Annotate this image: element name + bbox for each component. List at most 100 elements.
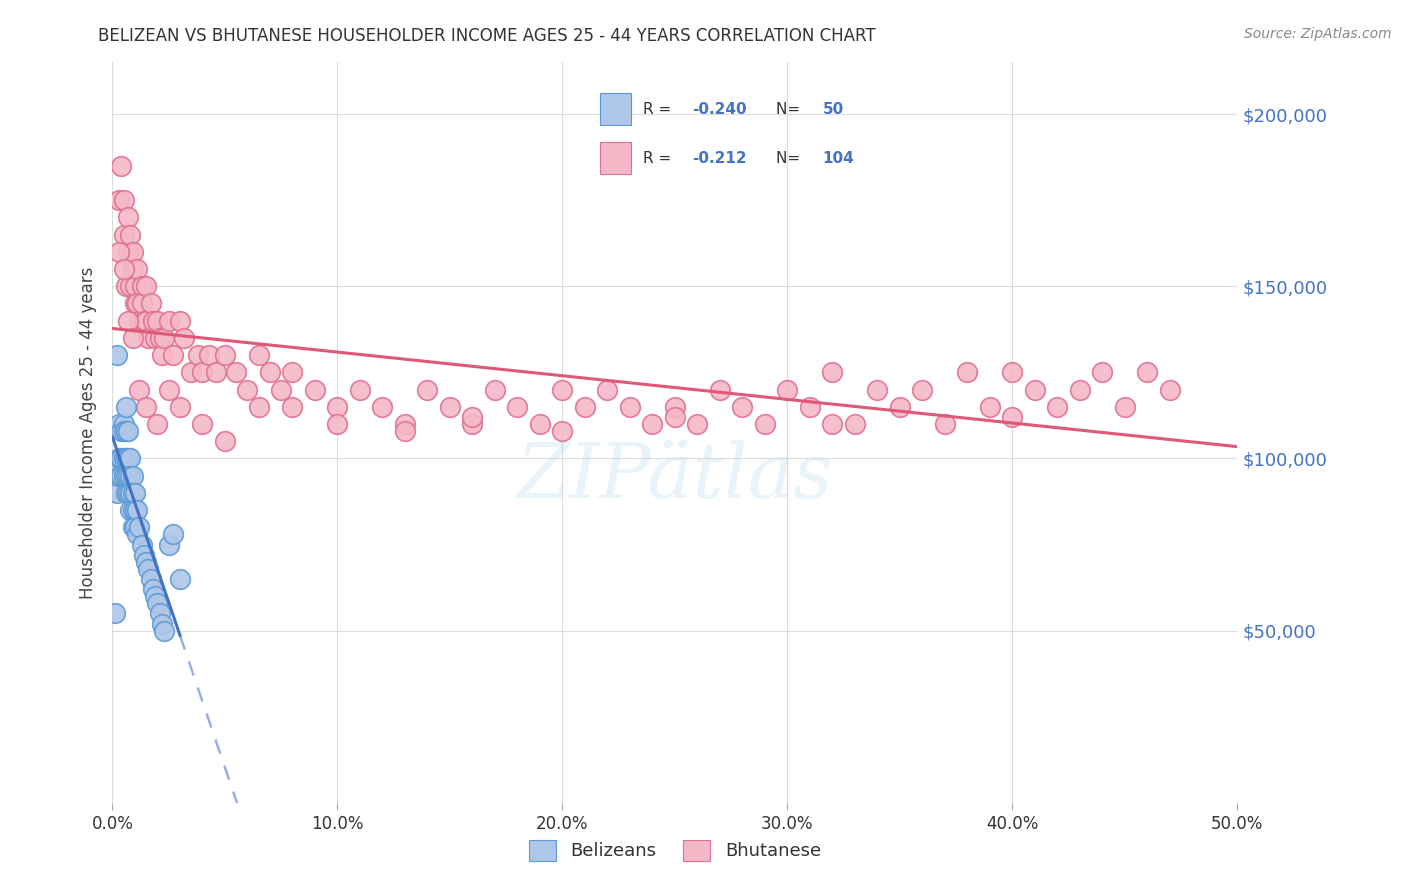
Bar	[600, 93, 631, 125]
Point	[162, 348, 184, 362]
Point	[143, 589, 166, 603]
Point	[439, 400, 461, 414]
Point	[132, 314, 155, 328]
Point	[138, 331, 160, 345]
Point	[270, 383, 292, 397]
Point	[664, 410, 686, 425]
Point	[461, 410, 484, 425]
Point	[169, 572, 191, 586]
Point	[112, 193, 135, 207]
Point	[1001, 365, 1024, 379]
Point	[120, 486, 142, 500]
Point	[121, 486, 143, 500]
Point	[131, 296, 153, 310]
Point	[121, 503, 143, 517]
Point	[115, 468, 138, 483]
Point	[247, 400, 270, 414]
Point	[105, 348, 128, 362]
Point	[776, 383, 799, 397]
Y-axis label: Householder Income Ages 25 - 44 years: Householder Income Ages 25 - 44 years	[79, 267, 97, 599]
Point	[121, 331, 143, 345]
Point	[142, 582, 165, 597]
Point	[169, 400, 191, 414]
Point	[1069, 383, 1091, 397]
Point	[120, 451, 142, 466]
Point	[157, 537, 180, 551]
Point	[551, 424, 574, 438]
Point	[108, 244, 131, 259]
Point	[709, 383, 731, 397]
Text: N=: N=	[776, 102, 806, 117]
Point	[120, 468, 142, 483]
Point	[187, 348, 209, 362]
Point	[198, 348, 221, 362]
Point	[146, 314, 169, 328]
Point	[146, 596, 169, 610]
Point	[128, 520, 150, 534]
Text: BELIZEAN VS BHUTANESE HOUSEHOLDER INCOME AGES 25 - 44 YEARS CORRELATION CHART: BELIZEAN VS BHUTANESE HOUSEHOLDER INCOME…	[98, 27, 876, 45]
Point	[124, 486, 146, 500]
Point	[120, 227, 142, 242]
Point	[115, 451, 138, 466]
Point	[889, 400, 911, 414]
Text: R =: R =	[643, 151, 681, 166]
Point	[236, 383, 259, 397]
Point	[281, 365, 304, 379]
Point	[135, 314, 157, 328]
Point	[110, 468, 132, 483]
Point	[146, 417, 169, 431]
Point	[108, 193, 131, 207]
Point	[664, 400, 686, 414]
Point	[326, 417, 349, 431]
Point	[135, 279, 157, 293]
Point	[191, 417, 214, 431]
Point	[149, 331, 172, 345]
Point	[117, 468, 139, 483]
Point	[169, 314, 191, 328]
Point	[173, 331, 195, 345]
Point	[1159, 383, 1181, 397]
Point	[115, 400, 138, 414]
Point	[120, 503, 142, 517]
Point	[110, 159, 132, 173]
Point	[205, 365, 228, 379]
Text: -0.212: -0.212	[693, 151, 747, 166]
Point	[686, 417, 709, 431]
Point	[844, 417, 866, 431]
Point	[112, 424, 135, 438]
Point	[799, 400, 821, 414]
Point	[259, 365, 281, 379]
Point	[135, 555, 157, 569]
Point	[117, 244, 139, 259]
Point	[150, 348, 173, 362]
Text: Source: ZipAtlas.com: Source: ZipAtlas.com	[1244, 27, 1392, 41]
Point	[115, 486, 138, 500]
Point	[108, 451, 131, 466]
Point	[112, 262, 135, 277]
Point	[150, 616, 173, 631]
Text: ZIPätlas: ZIPätlas	[516, 440, 834, 514]
Point	[143, 331, 166, 345]
Point	[132, 548, 155, 562]
Point	[326, 400, 349, 414]
Point	[149, 607, 172, 621]
Point	[127, 503, 149, 517]
Point	[128, 314, 150, 328]
Point	[117, 314, 139, 328]
Text: 50: 50	[823, 102, 844, 117]
Point	[641, 417, 664, 431]
Point	[142, 314, 165, 328]
Point	[121, 262, 143, 277]
Point	[124, 279, 146, 293]
Point	[124, 520, 146, 534]
Point	[1046, 400, 1069, 414]
Point	[139, 296, 162, 310]
Point	[117, 424, 139, 438]
Point	[153, 331, 176, 345]
Point	[138, 561, 160, 575]
Point	[821, 365, 844, 379]
Point	[1136, 365, 1159, 379]
Point	[596, 383, 619, 397]
Point	[1001, 410, 1024, 425]
Point	[461, 417, 484, 431]
